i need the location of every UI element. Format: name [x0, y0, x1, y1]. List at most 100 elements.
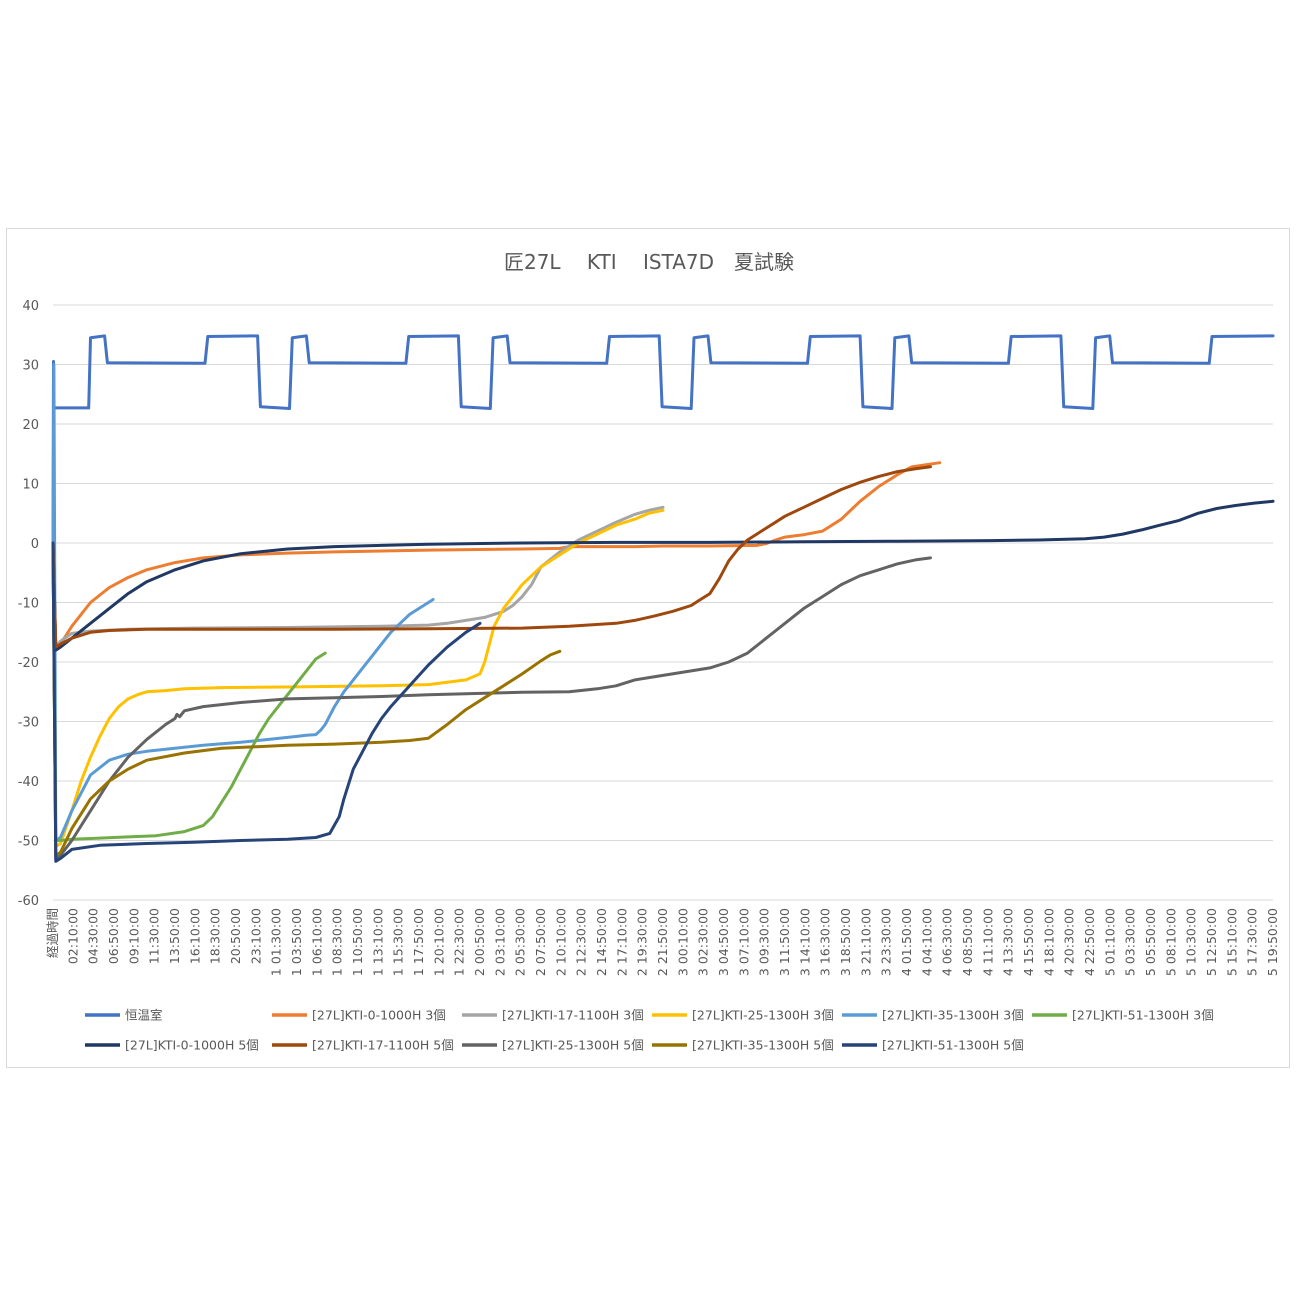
x-tick-label: 2 21:50:00 [655, 908, 670, 976]
x-tick-label: 2 12:30:00 [574, 908, 589, 976]
x-tick-label: 3 14:10:00 [797, 908, 812, 976]
series-line-8 [51, 465, 932, 649]
x-tick-label: 06:50:00 [106, 908, 121, 964]
x-tick-label: 4 15:50:00 [1021, 908, 1036, 976]
x-tick-label: 02:10:00 [65, 908, 80, 964]
x-axis-ticks: 経過時間 02:10:00 04:30:00 06:50:00 09:10:00 11:3… [45, 908, 1280, 976]
x-tick-label: 20:50:00 [228, 908, 243, 964]
x-tick-label: 3 02:30:00 [696, 908, 711, 976]
x-tick-label: 1 17:50:00 [411, 908, 426, 976]
x-tick-label: 4 18:10:00 [1041, 908, 1056, 976]
legend: 恒温室 [27L]KTI-0-1000H 3個 [27L]KTI-17-1100H … [85, 1008, 1214, 1053]
x-tick-label: 5 19:50:00 [1265, 908, 1280, 976]
y-tick-label: 0 [31, 537, 39, 552]
x-tick-label: 1 03:50:00 [289, 908, 304, 976]
x-tick-label: 3 18:50:00 [838, 908, 853, 976]
x-tick-label: 1 20:10:00 [431, 908, 446, 976]
x-tick-label: 5 12:50:00 [1204, 908, 1219, 976]
x-tick-label: 5 03:30:00 [1123, 908, 1138, 976]
x-tick-label: 5 01:10:00 [1102, 908, 1117, 976]
y-tick-label: -50 [18, 835, 39, 850]
series-line-1 [51, 334, 1275, 545]
y-tick-label: 40 [22, 299, 39, 314]
y-tick-label: 10 [22, 478, 39, 493]
series-line-9 [51, 541, 932, 860]
x-tick-label: 04:30:00 [86, 908, 101, 964]
series-line-7 [51, 499, 1275, 652]
series-line-2 [51, 461, 942, 649]
legend-label: [27L]KTI-51-1300H 5個 [882, 1038, 1024, 1053]
series-line-11 [51, 541, 482, 863]
x-tick-label: 1 13:10:00 [370, 908, 385, 976]
series-line-10 [51, 541, 562, 857]
x-tick-label: 16:10:00 [187, 908, 202, 964]
x-tick-label: 4 20:30:00 [1062, 908, 1077, 976]
x-tick-label: 5 08:10:00 [1163, 908, 1178, 976]
x-tick-label: 経過時間 [45, 908, 60, 958]
x-tick-label: 5 15:10:00 [1224, 908, 1239, 976]
legend-label: [27L]KTI-25-1300H 5個 [502, 1038, 644, 1053]
x-tick-label: 23:10:00 [248, 908, 263, 964]
x-tick-label: 1 08:30:00 [330, 908, 345, 976]
x-tick-label: 4 01:50:00 [899, 908, 914, 976]
x-tick-label: 11:30:00 [147, 908, 162, 964]
legend-label: 恒温室 [125, 1008, 163, 1023]
series-line-4 [51, 508, 665, 848]
legend-label: [27L]KTI-17-1100H 3個 [502, 1008, 644, 1023]
x-tick-label: 4 13:30:00 [1001, 908, 1016, 976]
x-tick-label: 3 21:10:00 [858, 908, 873, 976]
legend-label: [27L]KTI-35-1300H 5個 [692, 1038, 834, 1053]
x-tick-label: 2 17:10:00 [614, 908, 629, 976]
x-tick-label: 3 23:30:00 [879, 908, 894, 976]
y-tick-label: -20 [18, 656, 39, 671]
series-line-5 [51, 363, 435, 842]
x-tick-label: 2 07:50:00 [533, 908, 548, 976]
y-tick-label: 30 [22, 359, 39, 374]
x-tick-label: 5 10:30:00 [1184, 908, 1199, 976]
x-tick-label: 4 04:10:00 [919, 908, 934, 976]
y-axis-ticks: -60 -50 -40 -30 -20 -10 0 10 20 30 40 [18, 299, 39, 909]
x-tick-label: 4 08:50:00 [960, 908, 975, 976]
x-tick-label: 3 00:10:00 [675, 908, 690, 976]
x-tick-label: 3 04:50:00 [716, 908, 731, 976]
legend-label: [27L]KTI-35-1300H 3個 [882, 1008, 1024, 1023]
chart: 匠27L KTI ISTA7D 夏試験 -60 -50 -40 -30 -20 -10 0 1… [18, 250, 1280, 1053]
x-tick-label: 18:30:00 [208, 908, 223, 964]
x-tick-label: 4 06:30:00 [940, 908, 955, 976]
x-tick-label: 1 10:50:00 [350, 908, 365, 976]
legend-label: [27L]KTI-17-1100H 5個 [312, 1038, 454, 1053]
x-tick-label: 3 09:30:00 [757, 908, 772, 976]
y-tick-label: -40 [18, 775, 39, 790]
chart-frame: 匠27L KTI ISTA7D 夏試験 -60 -50 -40 -30 -20 -10 0 1… [6, 228, 1290, 1068]
x-tick-label: 4 22:50:00 [1082, 908, 1097, 976]
x-tick-label: 1 15:30:00 [391, 908, 406, 976]
y-tick-label: -10 [18, 597, 39, 612]
x-tick-label: 13:50:00 [167, 908, 182, 964]
legend-label: [27L]KTI-25-1300H 3個 [692, 1008, 834, 1023]
x-tick-label: 3 11:50:00 [777, 908, 792, 976]
y-tick-label: -60 [18, 894, 39, 909]
legend-label: [27L]KTI-0-1000H 5個 [125, 1038, 259, 1053]
x-tick-label: 1 22:30:00 [452, 908, 467, 976]
legend-label: [27L]KTI-0-1000H 3個 [312, 1008, 446, 1023]
x-tick-label: 5 17:30:00 [1245, 908, 1260, 976]
series-lines [51, 334, 1275, 863]
legend-label: [27L]KTI-51-1300H 3個 [1072, 1008, 1214, 1023]
x-tick-label: 2 00:50:00 [472, 908, 487, 976]
x-tick-label: 1 01:30:00 [269, 908, 284, 976]
y-tick-label: -30 [18, 716, 39, 731]
x-tick-label: 2 19:30:00 [635, 908, 650, 976]
x-tick-label: 2 10:10:00 [553, 908, 568, 976]
x-tick-label: 2 14:50:00 [594, 908, 609, 976]
x-tick-label: 1 06:10:00 [309, 908, 324, 976]
x-tick-label: 5 05:50:00 [1143, 908, 1158, 976]
chart-title: 匠27L KTI ISTA7D 夏試験 [504, 250, 794, 274]
x-tick-label: 09:10:00 [126, 908, 141, 964]
x-tick-label: 3 07:10:00 [736, 908, 751, 976]
x-tick-label: 3 16:30:00 [818, 908, 833, 976]
y-tick-label: 20 [22, 418, 39, 433]
series-line-6 [51, 541, 327, 842]
x-tick-label: 2 05:30:00 [513, 908, 528, 976]
x-tick-label: 4 11:10:00 [980, 908, 995, 976]
x-tick-label: 2 03:10:00 [492, 908, 507, 976]
